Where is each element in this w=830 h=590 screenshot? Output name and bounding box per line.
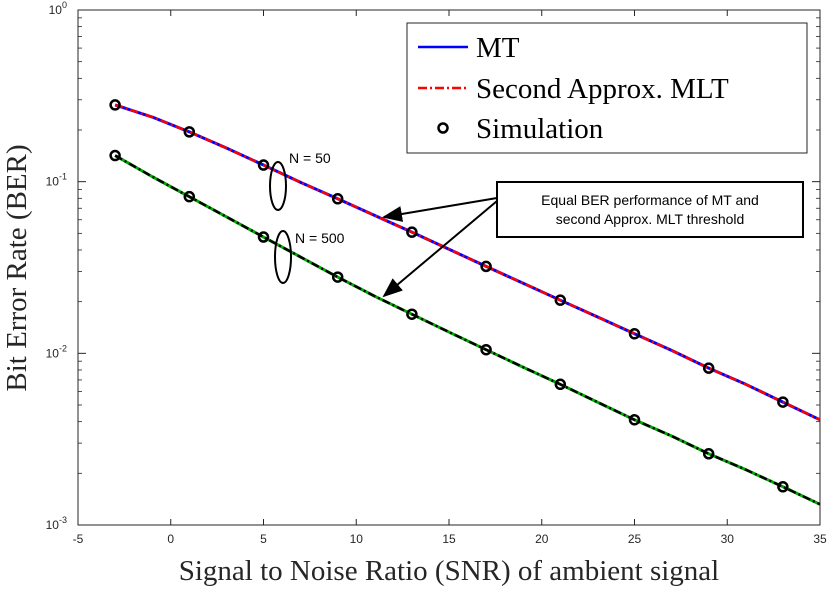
simulation-point — [257, 231, 270, 243]
simulation-point — [702, 362, 715, 374]
simulation-point — [628, 328, 641, 340]
legend: MT Second Approx. MLT Simulation — [406, 22, 808, 154]
legend-label-mt: MT — [476, 32, 520, 64]
y-tick-label: 10-1 — [46, 172, 67, 189]
x-tick-label: 0 — [167, 532, 174, 546]
n500-group-ellipse — [274, 230, 292, 284]
simulation-point — [480, 343, 492, 356]
simulation-point — [554, 378, 567, 391]
annotation-line-1: Equal BER performance of MT and — [541, 192, 759, 208]
x-tick-label: 25 — [628, 532, 642, 546]
x-tick-label: 15 — [442, 532, 456, 546]
annotation-line-2: second Approx. MLT threshold — [556, 211, 745, 227]
y-axis-title: Bit Error Rate (BER) — [1, 144, 33, 391]
x-tick-label: 5 — [260, 532, 267, 546]
simulation-point — [480, 260, 492, 273]
x-tick-label: -5 — [73, 532, 84, 546]
annotation-arrow-upper — [382, 197, 498, 222]
legend-label-mlt: Second Approx. MLT — [476, 73, 729, 105]
annotation-box — [496, 181, 804, 238]
x-tick-label: 30 — [721, 532, 735, 546]
x-tick-label: 10 — [350, 532, 364, 546]
simulation-point — [331, 193, 344, 205]
legend-label-simulation: Simulation — [476, 113, 604, 145]
y-tick-label: 10-3 — [46, 515, 67, 532]
simulation-point — [554, 294, 567, 306]
simulation-point — [777, 396, 789, 408]
simulation-point — [628, 414, 641, 426]
simulation-point — [406, 226, 418, 238]
n50-group-ellipse — [269, 161, 287, 211]
annotation-arrow-lower — [382, 200, 498, 298]
y-tick-label: 100 — [49, 0, 67, 17]
legend-swatch-simulation — [437, 122, 449, 134]
simulation-point — [183, 126, 196, 138]
x-axis-title: Signal to Noise Ratio (SNR) of ambient s… — [179, 555, 719, 587]
simulation-point — [331, 271, 344, 283]
simulation-point — [777, 481, 789, 493]
n50-label: N = 50 — [289, 150, 331, 166]
x-tick-label: 20 — [535, 532, 549, 546]
y-tick-labels: 100 10-1 10-2 10-3 — [46, 0, 67, 532]
simulation-point — [109, 99, 121, 111]
y-tick-label: 10-2 — [46, 343, 67, 360]
series-markers — [109, 99, 789, 493]
simulation-point — [109, 149, 121, 162]
series-lines — [114, 103, 821, 506]
series-line-second-approx-mlt-50 — [114, 103, 821, 421]
x-tick-label: 35 — [813, 532, 827, 546]
n500-label: N = 500 — [295, 230, 345, 246]
axis-ticks — [77, 9, 821, 526]
simulation-point — [702, 448, 715, 460]
simulation-point — [406, 308, 418, 320]
legend-box — [406, 22, 808, 154]
simulation-point — [257, 159, 270, 171]
series-line-second-approx-mlt-500 — [114, 154, 821, 506]
simulation-point — [183, 190, 196, 203]
x-tick-labels: -5 0 5 10 15 20 25 30 35 — [73, 532, 827, 546]
